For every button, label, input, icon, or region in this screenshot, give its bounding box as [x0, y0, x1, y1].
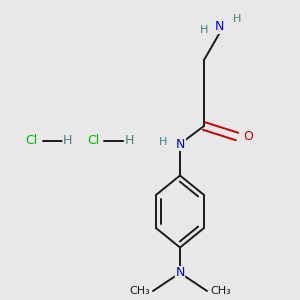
Text: O: O [244, 130, 254, 143]
Text: N: N [214, 20, 224, 34]
Text: H: H [63, 134, 72, 148]
Text: N: N [175, 266, 185, 280]
Text: H: H [200, 25, 208, 35]
Text: CH₃: CH₃ [210, 286, 231, 296]
Text: Cl: Cl [26, 134, 38, 148]
Text: Cl: Cl [87, 134, 99, 148]
Text: N: N [176, 137, 186, 151]
Text: H: H [233, 14, 241, 25]
Text: CH₃: CH₃ [129, 286, 150, 296]
Text: H: H [124, 134, 134, 148]
Text: H: H [159, 136, 168, 147]
